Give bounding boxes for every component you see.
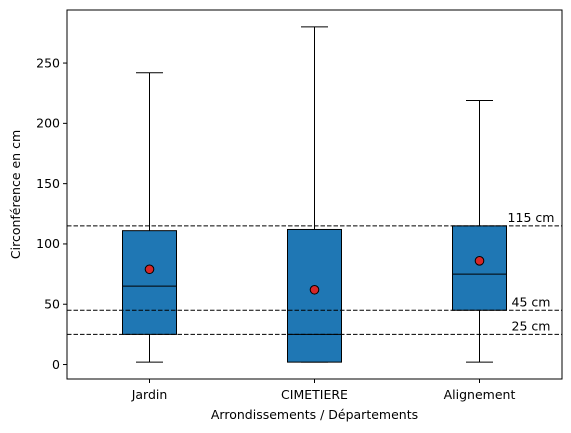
box-group bbox=[452, 99, 507, 363]
mean-marker bbox=[309, 284, 320, 295]
y-tick-label: 200 bbox=[36, 116, 60, 131]
y-tick-label: 0 bbox=[52, 357, 60, 372]
box-group bbox=[287, 26, 342, 363]
mean-marker bbox=[474, 256, 485, 266]
mean-marker bbox=[144, 264, 155, 275]
y-tick-label: 250 bbox=[36, 55, 60, 70]
y-tick-label: 150 bbox=[36, 176, 60, 191]
y-tick-label: 50 bbox=[44, 297, 60, 312]
plot-area: 115 cm 45 cm 25 cm bbox=[67, 26, 562, 363]
x-axis: Jardin CIMETIERE Alignement bbox=[131, 379, 516, 402]
reference-line-label: 25 cm bbox=[512, 318, 551, 333]
reference-line-label: 45 cm bbox=[512, 294, 551, 309]
x-tick-label: Jardin bbox=[131, 387, 168, 402]
x-tick-label: Alignement bbox=[444, 387, 516, 402]
x-axis-label: Arrondissements / Départements bbox=[211, 407, 418, 422]
box-iqr bbox=[452, 225, 507, 311]
reference-line-label: 115 cm bbox=[508, 210, 555, 225]
box-iqr bbox=[287, 228, 342, 363]
x-tick-label: CIMETIERE bbox=[281, 387, 348, 402]
y-axis: 0 50 100 150 200 250 bbox=[36, 55, 67, 372]
box-iqr bbox=[122, 230, 177, 335]
y-tick-label: 100 bbox=[36, 236, 60, 251]
y-axis-label: Circonférence en cm bbox=[8, 130, 23, 259]
box-group bbox=[122, 72, 177, 363]
